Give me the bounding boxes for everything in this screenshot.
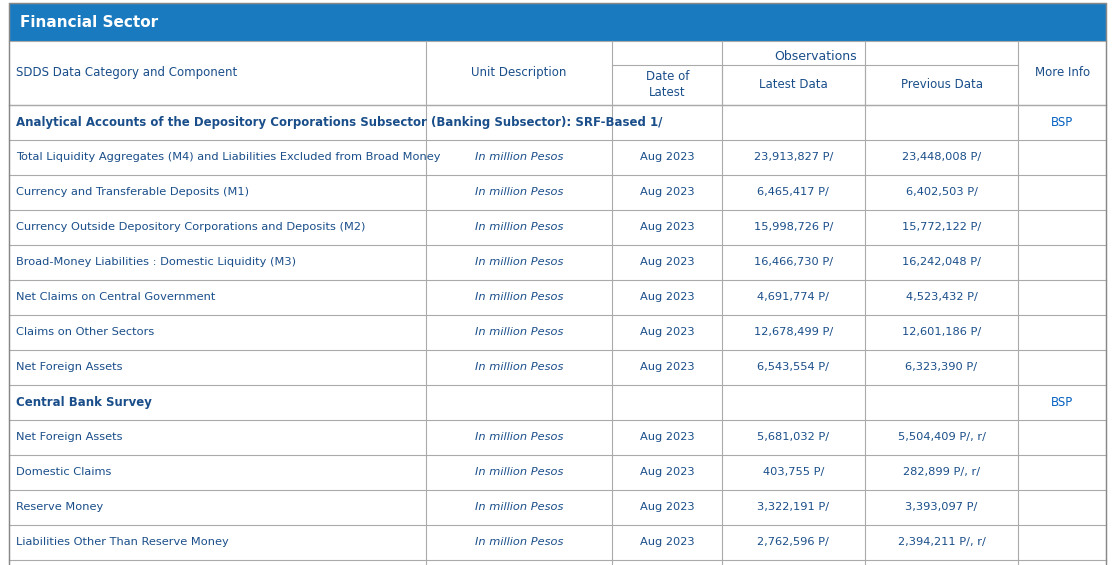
Text: 15,998,726 P/: 15,998,726 P/ (754, 222, 833, 232)
Text: 23,913,827 P/: 23,913,827 P/ (754, 152, 833, 162)
Text: 3,393,097 P/: 3,393,097 P/ (905, 502, 978, 512)
Text: Net Claims on Central Government: Net Claims on Central Government (16, 292, 215, 302)
Text: 16,466,730 P/: 16,466,730 P/ (754, 257, 833, 267)
Bar (9, 490, 1106, 525)
Text: 12,678,499 P/: 12,678,499 P/ (754, 327, 833, 337)
Text: Aug 2023: Aug 2023 (640, 432, 695, 442)
Text: 6,543,554 P/: 6,543,554 P/ (757, 362, 830, 372)
Bar (9, 280, 1106, 315)
Text: Unit Description: Unit Description (472, 66, 566, 80)
Text: Aug 2023: Aug 2023 (640, 362, 695, 372)
Text: 6,323,390 P/: 6,323,390 P/ (905, 362, 978, 372)
Text: 16,242,048 P/: 16,242,048 P/ (902, 257, 981, 267)
Text: SDDS Data Category and Component: SDDS Data Category and Component (16, 66, 236, 80)
Text: 6,402,503 P/: 6,402,503 P/ (905, 187, 978, 197)
Text: BSP: BSP (1051, 396, 1074, 409)
Bar (9, 140, 1106, 175)
Text: 5,681,032 P/: 5,681,032 P/ (757, 432, 830, 442)
Bar (9, 41, 1106, 105)
Text: Central Bank Survey: Central Bank Survey (16, 396, 152, 409)
Text: In million Pesos: In million Pesos (475, 327, 563, 337)
Bar (9, 560, 1106, 565)
Text: In million Pesos: In million Pesos (475, 467, 563, 477)
Text: Financial Sector: Financial Sector (20, 15, 158, 29)
Text: In million Pesos: In million Pesos (475, 187, 563, 197)
Text: 23,448,008 P/: 23,448,008 P/ (902, 152, 981, 162)
Text: Observations: Observations (774, 50, 856, 63)
Text: Date of
Latest: Date of Latest (646, 70, 689, 99)
Text: Aug 2023: Aug 2023 (640, 327, 695, 337)
Bar (9, 315, 1106, 350)
Text: Analytical Accounts of the Depository Corporations Subsector (Banking Subsector): Analytical Accounts of the Depository Co… (16, 115, 662, 129)
Text: 282,899 P/, r/: 282,899 P/, r/ (903, 467, 980, 477)
Text: In million Pesos: In million Pesos (475, 292, 563, 302)
Text: 12,601,186 P/: 12,601,186 P/ (902, 327, 981, 337)
Text: In million Pesos: In million Pesos (475, 257, 563, 267)
Text: Aug 2023: Aug 2023 (640, 467, 695, 477)
Text: 4,691,774 P/: 4,691,774 P/ (757, 292, 830, 302)
Text: Aug 2023: Aug 2023 (640, 292, 695, 302)
Bar (9, 350, 1106, 385)
Text: Liabilities Other Than Reserve Money: Liabilities Other Than Reserve Money (16, 537, 229, 547)
Text: Aug 2023: Aug 2023 (640, 257, 695, 267)
Bar (9, 455, 1106, 490)
Bar (9, 210, 1106, 245)
Bar (9, 3, 1106, 41)
Text: 4,523,432 P/: 4,523,432 P/ (905, 292, 978, 302)
Text: 2,762,596 P/: 2,762,596 P/ (757, 537, 830, 547)
Text: Latest Data: Latest Data (759, 78, 827, 92)
Text: Reserve Money: Reserve Money (16, 502, 103, 512)
Text: Aug 2023: Aug 2023 (640, 537, 695, 547)
Text: Net Foreign Assets: Net Foreign Assets (16, 362, 123, 372)
Bar (9, 525, 1106, 560)
Text: Currency and Transferable Deposits (M1): Currency and Transferable Deposits (M1) (16, 187, 249, 197)
Text: 403,755 P/: 403,755 P/ (763, 467, 824, 477)
Text: Currency Outside Depository Corporations and Deposits (M2): Currency Outside Depository Corporations… (16, 222, 365, 232)
Bar (9, 245, 1106, 280)
Bar (9, 175, 1106, 210)
Text: In million Pesos: In million Pesos (475, 362, 563, 372)
Text: Total Liquidity Aggregates (M4) and Liabilities Excluded from Broad Money: Total Liquidity Aggregates (M4) and Liab… (16, 152, 440, 162)
Text: In million Pesos: In million Pesos (475, 502, 563, 512)
Text: Aug 2023: Aug 2023 (640, 152, 695, 162)
Text: Aug 2023: Aug 2023 (640, 222, 695, 232)
Text: More Info: More Info (1035, 66, 1089, 80)
Text: BSP: BSP (1051, 115, 1074, 129)
Text: In million Pesos: In million Pesos (475, 537, 563, 547)
Bar (9, 385, 1106, 420)
Text: Broad-Money Liabilities : Domestic Liquidity (M3): Broad-Money Liabilities : Domestic Liqui… (16, 257, 295, 267)
Text: Claims on Other Sectors: Claims on Other Sectors (16, 327, 154, 337)
Text: In million Pesos: In million Pesos (475, 222, 563, 232)
Text: 2,394,211 P/, r/: 2,394,211 P/, r/ (898, 537, 986, 547)
Text: 3,322,191 P/: 3,322,191 P/ (757, 502, 830, 512)
Bar (9, 420, 1106, 455)
Text: 15,772,122 P/: 15,772,122 P/ (902, 222, 981, 232)
Text: Aug 2023: Aug 2023 (640, 187, 695, 197)
Text: 6,465,417 P/: 6,465,417 P/ (757, 187, 830, 197)
Text: Domestic Claims: Domestic Claims (16, 467, 112, 477)
Text: 5,504,409 P/, r/: 5,504,409 P/, r/ (898, 432, 986, 442)
Text: In million Pesos: In million Pesos (475, 152, 563, 162)
Bar (9, 105, 1106, 140)
Text: Previous Data: Previous Data (901, 78, 982, 92)
Text: Net Foreign Assets: Net Foreign Assets (16, 432, 123, 442)
Text: Aug 2023: Aug 2023 (640, 502, 695, 512)
Text: In million Pesos: In million Pesos (475, 432, 563, 442)
